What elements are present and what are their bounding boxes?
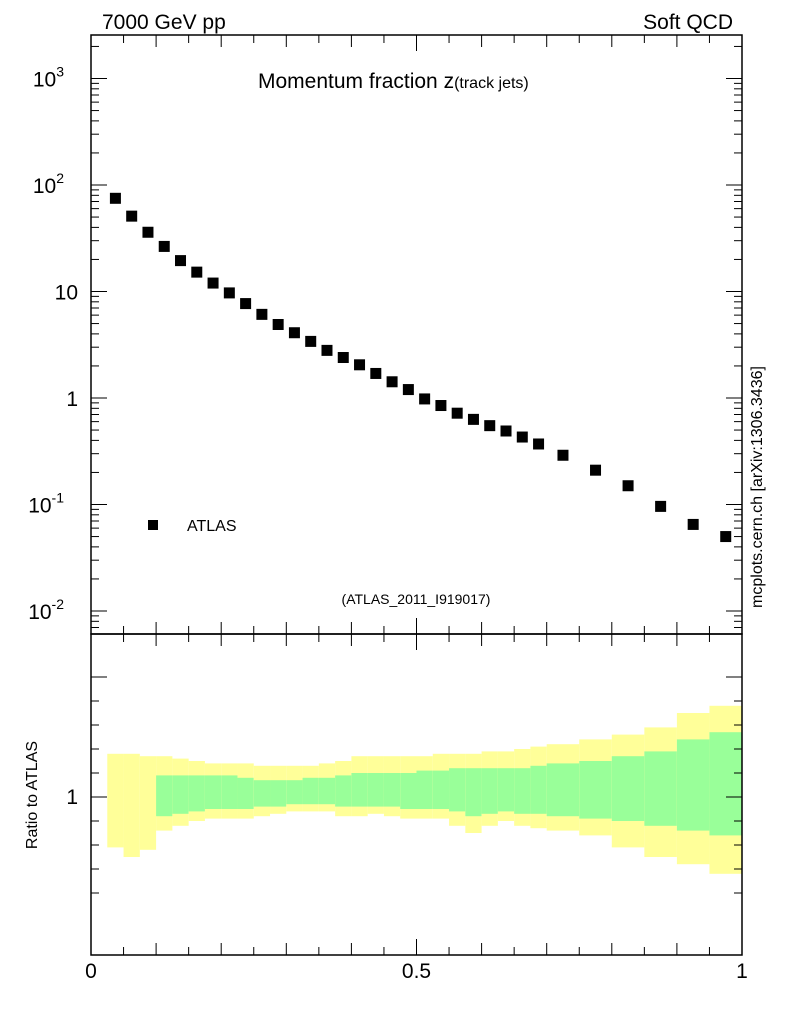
analysis-id-label: (ATLAS_2011_I919017) (342, 591, 491, 607)
ratio-band-inner (156, 775, 173, 817)
data-point (622, 480, 634, 492)
ratio-band-inner (449, 768, 466, 812)
data-point (435, 400, 447, 412)
data-point (305, 335, 317, 347)
ratio-bands (107, 705, 742, 874)
ratio-band-inner (172, 775, 189, 814)
ratio-band-inner (204, 775, 222, 809)
y-tick-label: 102 (33, 170, 64, 198)
ratio-band-inner (432, 770, 450, 809)
ratio-band-inner (351, 773, 368, 807)
ratio-band-inner (367, 773, 384, 807)
ratio-band-inner (481, 768, 498, 814)
ratio-band-inner (302, 777, 319, 805)
data-point (533, 438, 545, 450)
data-point (451, 407, 463, 419)
data-point (720, 531, 732, 543)
ratio-band-inner (335, 775, 352, 807)
upper-frame (90, 34, 743, 635)
data-point (288, 327, 300, 339)
ratio-band-inner (237, 777, 254, 809)
y-tick-label: 10-2 (28, 596, 64, 624)
ratio-band-inner (514, 768, 531, 814)
data-point (467, 413, 479, 425)
legend-label: ATLAS (187, 518, 237, 535)
chart-title-sub: (track jets) (454, 75, 529, 92)
y-tick-label: 10 (55, 282, 78, 305)
data-point (402, 384, 414, 396)
data-point (223, 287, 235, 299)
data-point (419, 393, 431, 405)
data-point (272, 318, 284, 330)
data-point (142, 226, 154, 238)
data-point (590, 464, 602, 476)
ratio-band-inner (221, 775, 238, 809)
ratio-band-inner (546, 763, 580, 817)
x-tick-label: 1 (736, 960, 748, 983)
ratio-band-inner (253, 780, 271, 807)
data-point (484, 420, 496, 432)
ratio-band-outer (139, 756, 157, 850)
y-tick-label: 10-1 (28, 490, 64, 518)
ratio-y-tick-label: 1 (66, 786, 78, 809)
ratio-band-inner (188, 775, 205, 812)
ratio-band-inner (497, 768, 515, 812)
data-point (370, 367, 382, 379)
data-point (109, 192, 121, 204)
data-point (240, 298, 252, 310)
data-point (158, 240, 170, 252)
data-point (126, 210, 138, 222)
data-point (256, 308, 268, 320)
data-point (191, 266, 203, 278)
ratio-band-inner (270, 780, 287, 807)
ratio-band-outer (123, 753, 140, 857)
header-left-label: 7000 GeV pp (102, 11, 226, 34)
ratio-band-inner (416, 770, 433, 809)
data-point (337, 352, 349, 364)
ratio-band-inner (611, 756, 645, 821)
x-tick-label: 0 (85, 960, 97, 983)
ratio-band-inner (383, 773, 401, 807)
x-tick-label: 0.5 (402, 960, 431, 983)
ratio-band-inner (465, 768, 482, 817)
ratio-band-inner (286, 780, 303, 805)
data-point (354, 359, 366, 371)
ratio-band-inner (530, 765, 547, 814)
ratio-band-outer (107, 753, 124, 848)
chart-title: Momentum fraction z(track jets) (258, 70, 529, 93)
data-point (175, 255, 187, 267)
data-point (321, 344, 333, 356)
ratio-ylabel: Ratio to ATLAS (24, 741, 41, 849)
ratio-band-inner (400, 773, 417, 809)
data-point (500, 425, 512, 437)
data-point (207, 277, 219, 289)
header-right-label: Soft QCD (643, 11, 733, 34)
legend-marker (148, 520, 158, 530)
ratio-band-inner (644, 751, 677, 826)
data-point (557, 449, 569, 461)
ratio-band-inner (676, 739, 710, 831)
y-tick-label: 1 (66, 388, 78, 411)
ratio-band-inner (318, 777, 336, 805)
y-tick-label: 103 (33, 64, 64, 92)
axis-ticks: 10-2 10-1 1 10 102 103 0 0.5 1 1 (28, 35, 748, 983)
chart-title-main: Momentum fraction z (258, 70, 454, 93)
ratio-band-inner (709, 732, 742, 836)
side-label: mcplots.cern.ch [arXiv:1306.3436] (749, 366, 766, 608)
data-point (655, 500, 667, 512)
data-markers (109, 192, 732, 543)
data-point (516, 431, 528, 443)
data-point (687, 518, 699, 530)
data-point (386, 376, 398, 388)
ratio-band-inner (579, 761, 612, 819)
